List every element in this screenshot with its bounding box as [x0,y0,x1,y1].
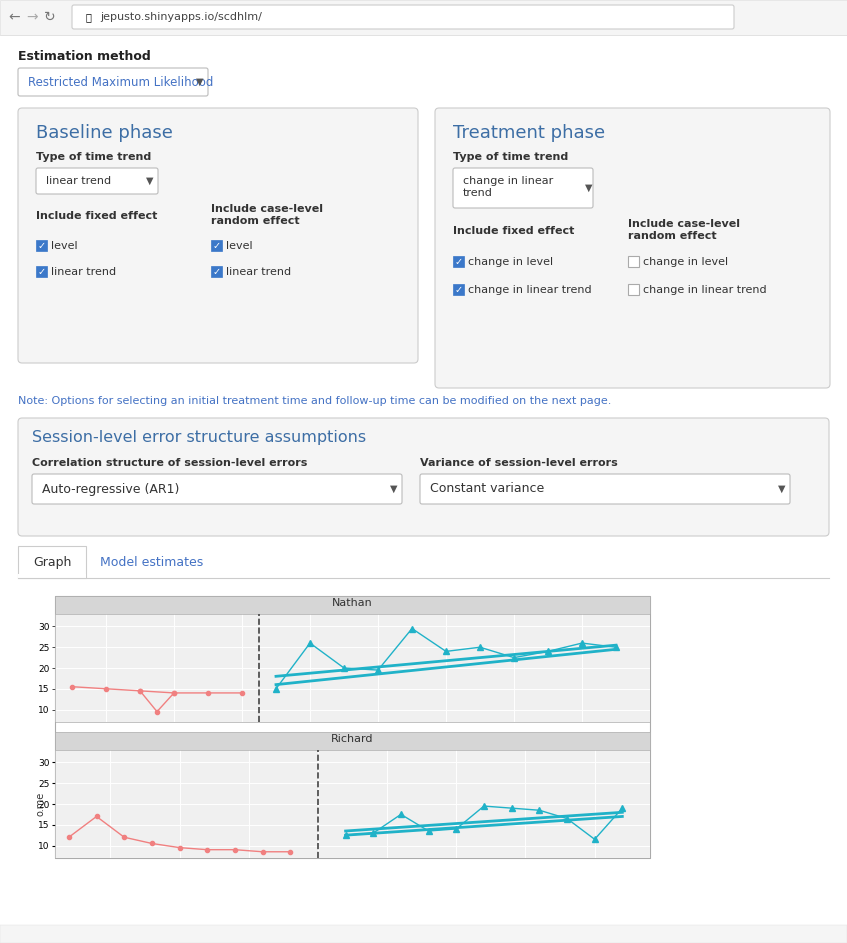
Text: 🔒: 🔒 [85,12,91,22]
Text: Auto-regressive (AR1): Auto-regressive (AR1) [42,483,180,495]
Text: Richard: Richard [331,734,374,744]
Text: ✓: ✓ [455,256,462,267]
Text: Note: Options for selecting an initial treatment time and follow-up time can be : Note: Options for selecting an initial t… [18,396,612,406]
Bar [453,284,464,295]
Text: Constant variance: Constant variance [430,483,545,495]
Text: ✓: ✓ [455,285,462,294]
Text: Estimation method: Estimation method [18,50,151,63]
Bar [55,596,650,614]
Bar [211,266,222,277]
Text: Type of time trend: Type of time trend [36,152,152,162]
Bar [36,240,47,251]
Bar [628,284,639,295]
Text: trend: trend [463,188,493,198]
Text: ✓: ✓ [37,240,46,251]
Text: linear trend: linear trend [226,267,291,277]
Text: ▼: ▼ [196,77,203,87]
Text: ▼: ▼ [390,484,397,494]
Text: Include case-level: Include case-level [628,219,740,229]
FancyBboxPatch shape [18,108,418,363]
Text: ▼: ▼ [146,176,153,186]
Text: ↻: ↻ [44,10,56,24]
Text: ▼: ▼ [585,183,593,193]
Text: linear trend: linear trend [51,267,116,277]
Text: change in level: change in level [468,257,553,267]
Text: Include case-level: Include case-level [211,204,323,214]
Bar [36,266,47,277]
Bar [0,925,847,943]
Text: level: level [226,241,252,251]
Text: Variance of session-level errors: Variance of session-level errors [420,458,617,468]
Bar [55,732,650,750]
Text: change in level: change in level [643,257,728,267]
Text: ▼: ▼ [778,484,785,494]
Bar [55,596,650,858]
Text: Type of time trend: Type of time trend [453,152,568,162]
Bar [628,256,639,267]
Text: linear trend: linear trend [46,176,111,186]
Text: change in linear trend: change in linear trend [643,285,767,295]
Bar [453,256,464,267]
FancyBboxPatch shape [18,68,208,96]
Text: ✓: ✓ [213,240,220,251]
FancyBboxPatch shape [18,418,829,536]
Text: random effect: random effect [628,231,717,241]
FancyBboxPatch shape [72,5,734,29]
Bar [18,574,86,578]
Text: Correlation structure of session-level errors: Correlation structure of session-level e… [32,458,307,468]
Text: o.me: o.me [35,792,45,816]
Text: Graph: Graph [33,556,71,569]
Text: Restricted Maximum Likelihood: Restricted Maximum Likelihood [28,75,213,89]
Bar [0,0,847,35]
Text: ✓: ✓ [213,267,220,276]
Text: ✓: ✓ [37,267,46,276]
Bar [211,240,222,251]
Text: level: level [51,241,78,251]
Text: ←: ← [8,10,19,24]
Text: Nathan: Nathan [332,598,373,608]
FancyBboxPatch shape [435,108,830,388]
Text: Session-level error structure assumptions: Session-level error structure assumption… [32,430,366,445]
Text: Model estimates: Model estimates [100,556,203,569]
FancyBboxPatch shape [32,474,402,504]
Text: change in linear trend: change in linear trend [468,285,591,295]
FancyBboxPatch shape [36,168,158,194]
Bar [18,546,86,578]
Text: random effect: random effect [211,216,300,226]
Text: Treatment phase: Treatment phase [453,124,605,142]
FancyBboxPatch shape [453,168,593,208]
Text: Baseline phase: Baseline phase [36,124,173,142]
Text: Include fixed effect: Include fixed effect [36,211,158,221]
Text: change in linear: change in linear [463,176,553,186]
Text: jepusto.shinyapps.io/scdhlm/: jepusto.shinyapps.io/scdhlm/ [100,12,262,22]
Text: Include fixed effect: Include fixed effect [453,226,574,236]
Text: →: → [26,10,38,24]
FancyBboxPatch shape [420,474,790,504]
